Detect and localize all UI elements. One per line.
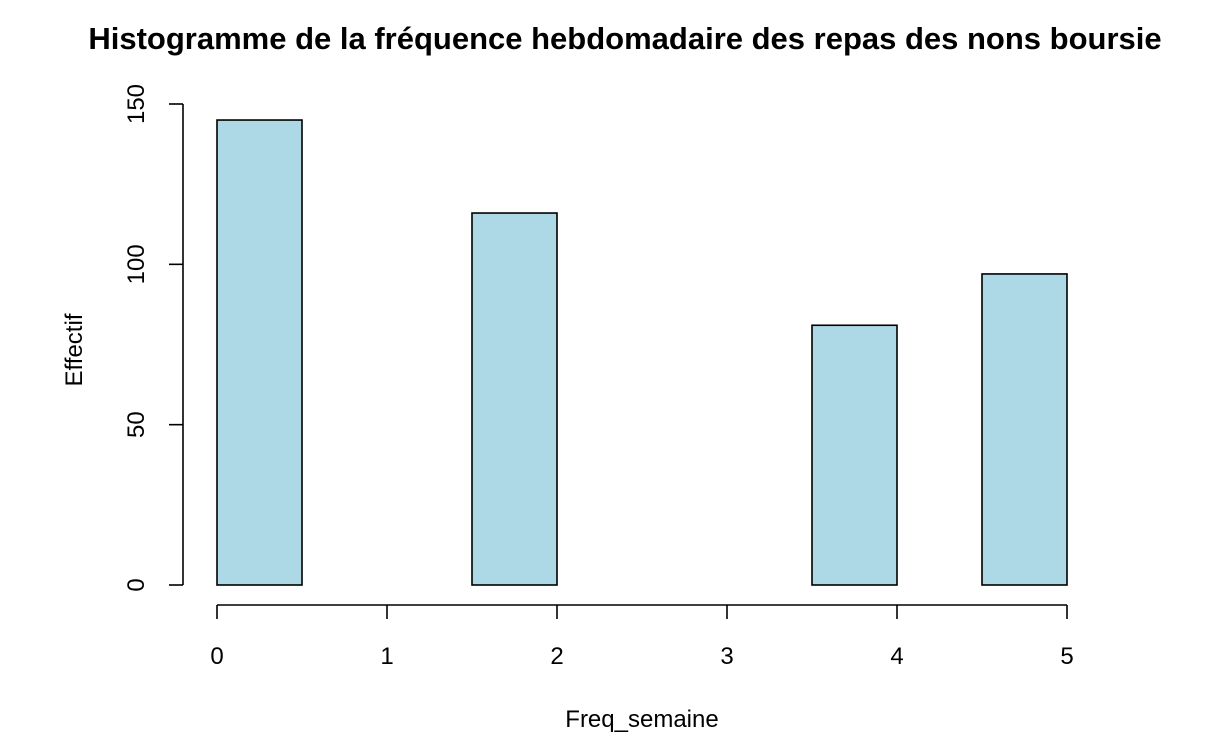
x-tick-label-2: 2 xyxy=(550,643,563,670)
y-tick-label-2: 100 xyxy=(123,244,150,284)
y-axis: 0 50 100 150 xyxy=(123,84,184,592)
y-tick-label-1: 50 xyxy=(123,411,150,438)
x-tick-label-3: 3 xyxy=(720,643,733,670)
bars-group xyxy=(216,119,1068,586)
x-tick-label-0: 0 xyxy=(210,643,223,670)
bar-3 xyxy=(471,212,558,586)
x-tick-label-5: 5 xyxy=(1060,643,1073,670)
x-tick-label-4: 4 xyxy=(890,643,903,670)
bar-9 xyxy=(981,273,1068,586)
x-tick-label-1: 1 xyxy=(380,643,393,670)
y-axis-label: Effectif xyxy=(61,313,88,386)
x-axis: 0 1 2 3 4 5 xyxy=(210,604,1074,670)
x-axis-label: Freq_semaine xyxy=(565,706,718,733)
y-tick-label-3: 150 xyxy=(123,84,150,124)
bar-0 xyxy=(216,119,303,586)
chart-title: Histogramme de la fréquence hebdomadaire… xyxy=(88,21,1161,56)
y-tick-label-0: 0 xyxy=(123,578,150,591)
bar-7 xyxy=(811,324,898,586)
